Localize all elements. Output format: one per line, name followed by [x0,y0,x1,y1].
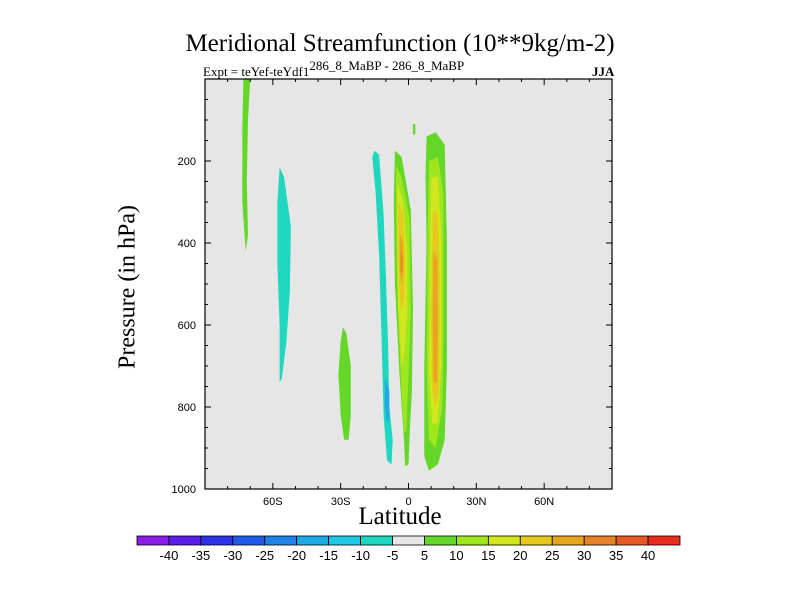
region-green-blob-30s [338,327,351,440]
colorbar-label: -25 [255,548,274,563]
colorbar-swatch [424,535,457,546]
colorbar-swatch [583,535,617,546]
chart-title: Meridional Streamfunction (10**9kg/m-2) [185,30,615,57]
region-green-speck-3n [413,124,416,135]
colorbar-swatch [136,535,170,546]
colorbar-label: -40 [160,548,179,563]
region-red-core-0 [400,251,403,272]
colorbar: -40 -35 -30 -25 -20 -15 -10 -5 5 10 15 20 25 30 35 40 [136,535,681,563]
season-label: JJA [592,64,615,79]
colorbar-label: 35 [609,548,623,563]
colorbar-swatch [615,535,649,546]
colorbar-swatch [456,535,489,546]
region-orange-core-12n [432,251,438,383]
y-axis: 200 400 600 800 1000 [172,78,612,496]
y-tick-label: 800 [178,402,196,414]
colorbar-swatch [360,535,393,546]
x-tick-label: 30N [466,496,486,508]
colorbar-label: 40 [641,548,655,563]
colorbar-swatch [487,535,521,546]
colorbar-label: -5 [387,548,399,563]
colorbar-label: 20 [513,548,527,563]
colorbar-label: 30 [577,548,591,563]
colorbar-swatch [264,535,298,546]
colorbar-label: -20 [287,548,306,563]
colorbar-swatch [200,535,234,546]
colorbar-swatch [296,535,330,546]
colorbar-label: -10 [351,548,370,563]
colorbar-label: 5 [421,548,428,563]
colorbar-label: -30 [223,548,242,563]
y-tick-label: 200 [178,156,196,168]
x-tick-label: 60S [263,496,283,508]
x-tick-label: 60N [534,496,554,508]
colorbar-swatch [392,535,425,546]
region-green-strip-70s [242,79,251,252]
colorbar-label: -35 [191,548,210,563]
experiment-label: Expt = teYef-teYdf1286_8_MaBP - 286_8_Ma… [203,58,464,80]
colorbar-swatch [232,535,266,546]
region-blue-core-10s [384,378,390,424]
colorbar-swatch [328,535,361,546]
colorbar-label: 10 [449,548,463,563]
colorbar-swatch [519,535,553,546]
experiment-period: 286_8_MaBP - 286_8_MaBP [309,58,465,73]
colorbar-swatch [647,535,681,546]
colorbar-swatch [168,535,202,546]
colorbar-label: -15 [319,548,338,563]
x-tick-label: 0 [405,496,411,508]
region-cyan-band-55s [277,167,291,383]
experiment-name: Expt = teYef-teYdf1 [203,64,310,79]
contour-regions [242,79,447,471]
y-tick-label: 1000 [172,484,196,496]
y-tick-label: 400 [178,238,196,250]
colorbar-label: 25 [545,548,559,563]
colorbar-label: 15 [481,548,495,563]
x-axis: 60S 30S 0 30N 60N [204,79,613,508]
colorbar-swatch [551,535,585,546]
x-axis-label: Latitude [358,503,442,530]
y-tick-label: 600 [178,320,196,332]
x-tick-label: 30S [331,496,351,508]
